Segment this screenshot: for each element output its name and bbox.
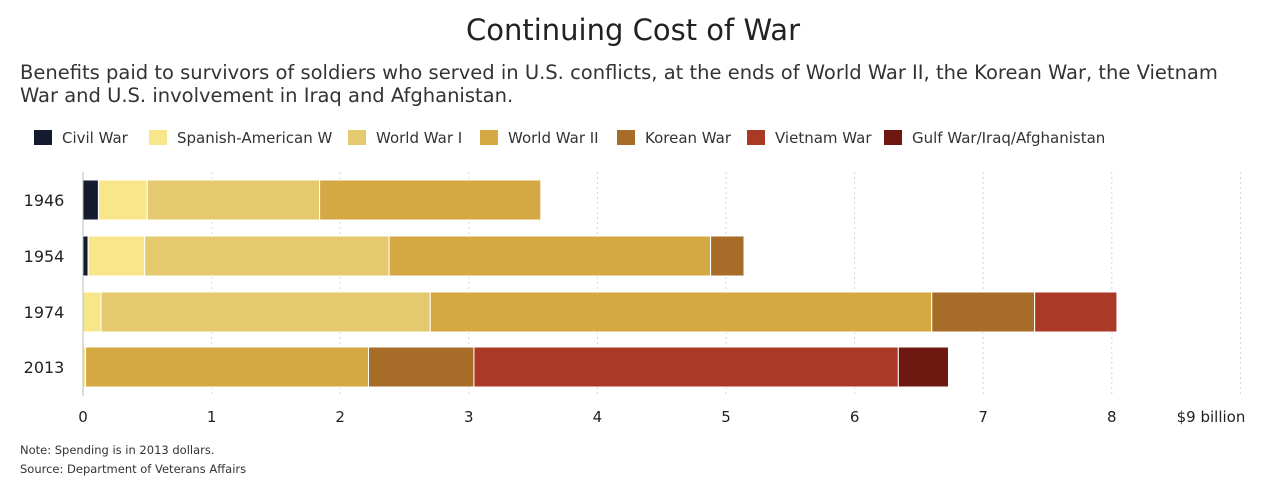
- bar-1946-world-war-ii: [319, 179, 542, 221]
- bar-1946-spanish-american-w: [97, 179, 148, 221]
- legend-label: Korean War: [645, 129, 732, 147]
- legend-swatch: [884, 130, 902, 145]
- x-tick-label-4: 4: [593, 408, 603, 426]
- source-text: Source: Department of Veterans Affairs: [20, 462, 247, 476]
- note-text: Note: Spending is in 2013 dollars.: [20, 443, 215, 457]
- category-label-1974: 1974: [24, 303, 65, 322]
- bar-1954-world-war-i: [144, 235, 390, 277]
- legend-label: Spanish-American W: [177, 129, 333, 147]
- bar-1954-spanish-american-w: [87, 235, 146, 277]
- legend-label: Vietnam War: [775, 129, 872, 147]
- bar-1954-korean-war: [710, 235, 745, 277]
- bar-2013-korean-war: [367, 346, 475, 388]
- x-tick-label-7: 7: [978, 408, 988, 426]
- bar-2013-vietnam-war: [473, 346, 899, 388]
- legend-swatch: [34, 130, 52, 145]
- bar-1946-world-war-i: [146, 179, 321, 221]
- x-tick-label-3: 3: [464, 408, 474, 426]
- x-tick-label-2: 2: [335, 408, 345, 426]
- x-tick-label-1: 1: [207, 408, 217, 426]
- category-label-1954: 1954: [24, 247, 65, 266]
- legend-swatch: [149, 130, 167, 145]
- legend-label: Gulf War/Iraq/Afghanistan: [912, 129, 1106, 147]
- chart-subtitle: Benefits paid to survivors of soldiers w…: [20, 61, 1218, 107]
- bar-1974-world-war-i: [100, 291, 431, 333]
- legend-swatch: [747, 130, 765, 145]
- chart-title: Continuing Cost of War: [466, 13, 800, 47]
- bars: [82, 179, 1118, 388]
- x-tick-label-9: $9 billion: [1177, 408, 1246, 426]
- legend-swatch: [480, 130, 498, 145]
- x-tick-label-5: 5: [721, 408, 731, 426]
- bar-1974-world-war-ii: [429, 291, 933, 333]
- x-tick-label-0: 0: [78, 408, 88, 426]
- bar-1946-civil-war: [82, 179, 99, 221]
- bar-2013-world-war-ii: [85, 346, 369, 388]
- legend-swatch: [617, 130, 635, 145]
- legend-label: Civil War: [62, 129, 128, 147]
- bar-1974-vietnam-war: [1034, 291, 1118, 333]
- category-label-1946: 1946: [24, 191, 65, 210]
- axes: 1946 1954 1974 2013 0 1 2 3 4 5 6 7 8 $9 billion: [24, 172, 1246, 426]
- bar-1954-world-war-ii: [388, 235, 712, 277]
- bar-1974-korean-war: [931, 291, 1036, 333]
- legend-swatch: [348, 130, 366, 145]
- bar-2013-gulf-war-iraq-afghanistan: [897, 346, 949, 388]
- bar-1974-spanish-american-w: [82, 291, 102, 333]
- legend-label: World War II: [508, 129, 599, 147]
- x-tick-label-8: 8: [1107, 408, 1117, 426]
- x-tick-label-6: 6: [850, 408, 860, 426]
- bar-1954-civil-war: [82, 235, 89, 277]
- legend-label: World War I: [376, 129, 463, 147]
- category-label-2013: 2013: [24, 358, 65, 377]
